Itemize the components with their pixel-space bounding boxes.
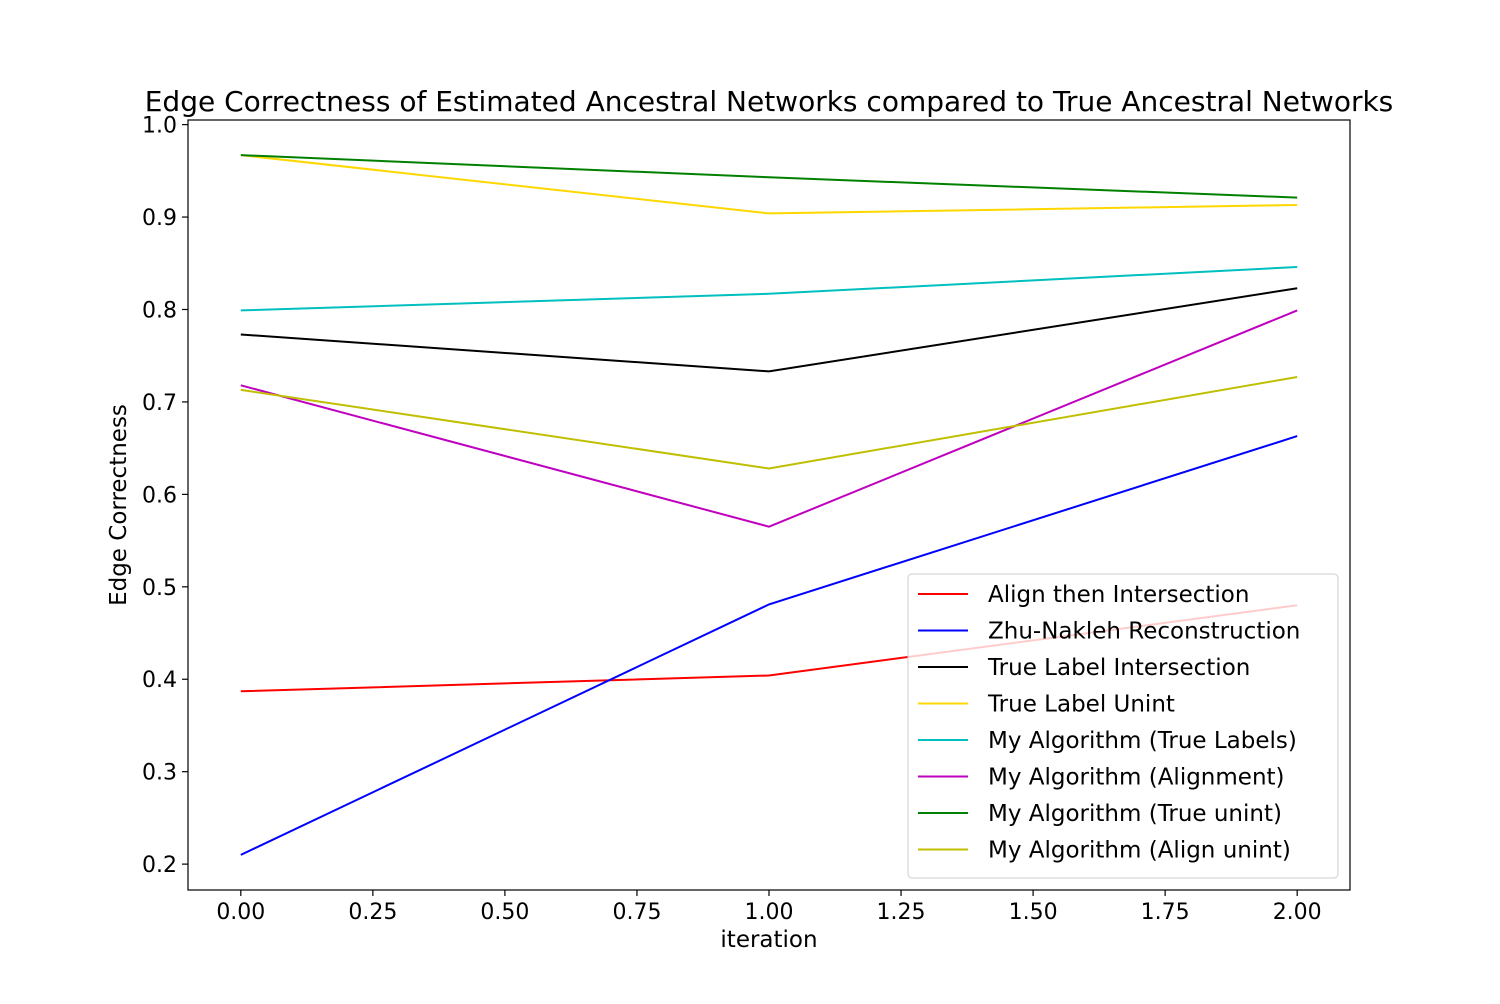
x-tick-label: 0.00 [216,900,265,925]
y-axis: 0.2 0.3 0.4 0.5 0.6 0.7 0.8 0.9 1.0 [142,114,188,878]
x-tick-label: 1.25 [877,900,926,925]
x-tick-label: 1.50 [1009,900,1058,925]
x-tick-label: 0.75 [612,900,661,925]
legend-label: My Algorithm (Alignment) [988,765,1285,791]
series-line-6 [240,309,1298,528]
series-line-7 [240,154,1298,199]
series-line-3 [240,287,1298,373]
x-axis-label: iteration [720,927,817,953]
legend-label: Zhu-Nakleh Reconstruction [988,619,1300,645]
y-tick-label: 0.4 [142,668,177,693]
legend-label: My Algorithm (True Labels) [988,728,1297,754]
x-tick-label: 1.00 [745,900,794,925]
x-tick-label: 0.50 [480,900,529,925]
chart-title: Edge Correctness of Estimated Ancestral … [145,85,1394,118]
legend-label: Align then Intersection [988,582,1249,608]
plot-lines [240,154,1298,856]
x-tick-label: 1.75 [1141,900,1190,925]
series-line-8 [240,376,1298,470]
y-tick-label: 0.8 [142,298,177,323]
y-tick-label: 0.6 [142,483,177,508]
series-line-5 [240,266,1298,312]
legend-label: My Algorithm (Align unint) [988,838,1291,864]
y-tick-label: 0.2 [142,853,177,878]
y-tick-label: 0.9 [142,206,177,231]
series-line-2 [240,435,1298,856]
y-tick-label: 0.5 [142,576,177,601]
y-tick-label: 1.0 [142,114,177,139]
x-axis: 0.00 0.25 0.50 0.75 1.00 1.25 1.50 1.75 2.00 [216,890,1322,925]
y-axis-label: Edge Correctness [106,404,132,606]
x-tick-label: 0.25 [348,900,397,925]
y-tick-label: 0.7 [142,391,177,416]
legend-box [907,573,1339,879]
x-tick-label: 2.00 [1273,900,1322,925]
legend-label: True Label Unint [987,692,1175,718]
series-line-4 [240,154,1298,215]
legend: Align then Intersection Zhu-Nakleh Recons… [907,573,1339,879]
y-tick-label: 0.3 [142,761,177,786]
legend-label: True Label Intersection [987,655,1250,681]
legend-label: My Algorithm (True unint) [988,801,1282,827]
